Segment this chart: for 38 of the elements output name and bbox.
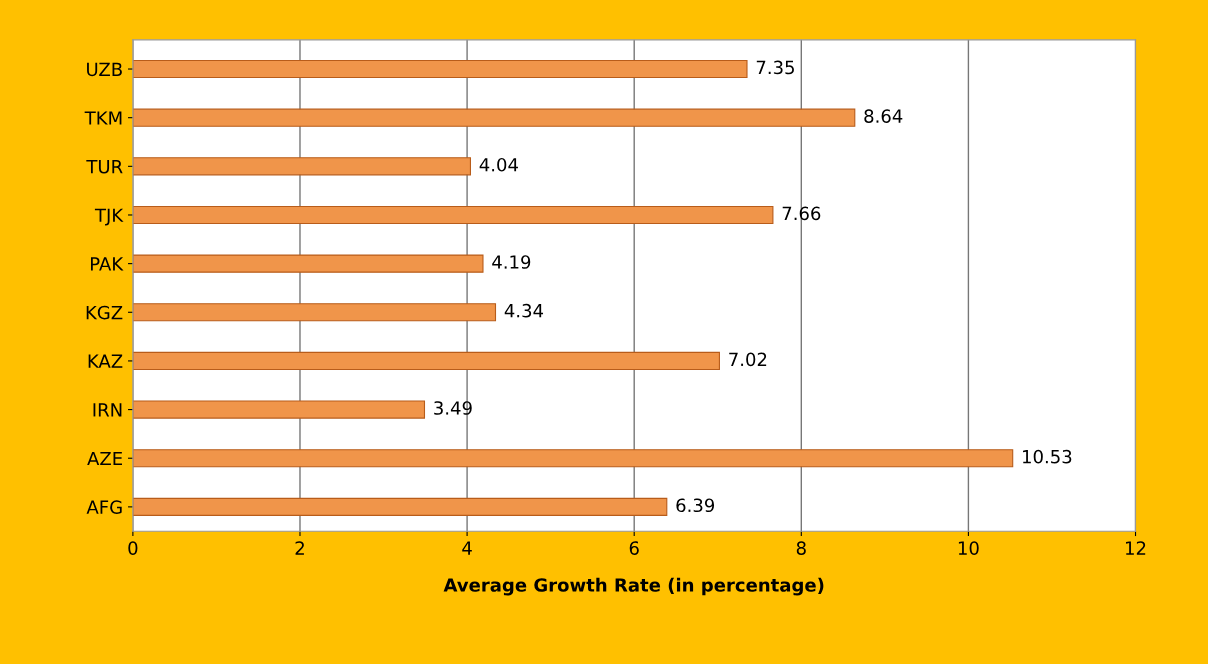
x-tick-label: 10 bbox=[958, 541, 979, 555]
y-tick-label: KGZ bbox=[86, 305, 123, 320]
bar bbox=[132, 497, 668, 516]
bar bbox=[132, 157, 471, 176]
x-tick-label: 8 bbox=[796, 541, 806, 555]
data-label: 6.39 bbox=[676, 498, 715, 513]
y-tick-label: AFG bbox=[86, 500, 122, 514]
data-label: 7.66 bbox=[782, 206, 821, 221]
y-tick-label: KAZ bbox=[88, 354, 123, 368]
bar bbox=[132, 351, 720, 370]
data-label: 8.64 bbox=[864, 109, 903, 123]
y-tick-label: PAK bbox=[91, 257, 124, 271]
y-tick-label: UZB bbox=[87, 62, 122, 77]
data-label: 3.49 bbox=[434, 401, 472, 415]
x-tick-label: 2 bbox=[295, 541, 304, 555]
bar bbox=[132, 205, 774, 225]
bar bbox=[132, 59, 748, 79]
data-label: 4.34 bbox=[504, 303, 544, 318]
x-tick-label: 4 bbox=[462, 541, 472, 555]
data-label: 10.53 bbox=[1023, 449, 1072, 464]
x-tick-label: 6 bbox=[629, 541, 639, 555]
y-tick-label: TKM bbox=[84, 111, 122, 125]
bar bbox=[132, 303, 497, 322]
y-tick-label: TUR bbox=[86, 160, 123, 174]
data-label: 7.35 bbox=[756, 60, 794, 75]
bar bbox=[132, 449, 1014, 468]
data-label: 7.02 bbox=[729, 352, 767, 367]
y-tick-label: IRN bbox=[93, 403, 122, 417]
data-label: 4.19 bbox=[492, 255, 531, 269]
bar bbox=[132, 108, 856, 127]
bar bbox=[132, 254, 484, 273]
bar bbox=[132, 400, 426, 419]
y-tick-label: TJK bbox=[94, 208, 124, 226]
x-tick-label: 0 bbox=[128, 541, 138, 555]
x-tick-label: 12 bbox=[1126, 541, 1146, 555]
y-tick-label: AZE bbox=[87, 451, 122, 466]
x-axis-title: Average Growth Rate (in percentage) bbox=[443, 577, 824, 596]
data-label: 4.04 bbox=[479, 157, 518, 172]
